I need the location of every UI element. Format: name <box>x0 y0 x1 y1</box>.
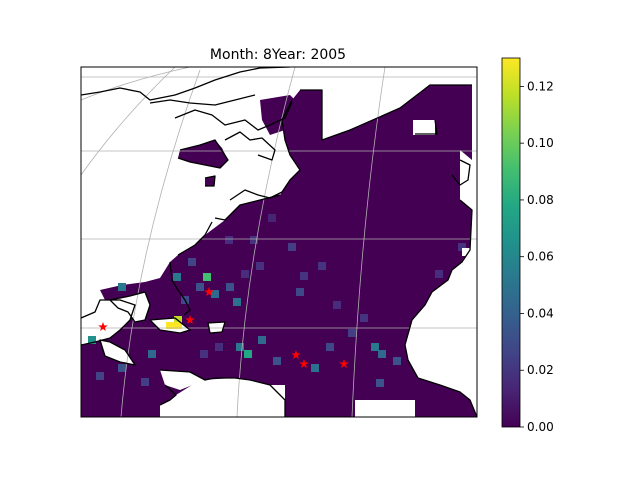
colorbar-tick-label: 0.00 <box>527 420 554 434</box>
coastlines <box>81 67 477 417</box>
storm-marker <box>299 359 309 368</box>
colorbar-tick-label: 0.06 <box>527 250 554 264</box>
storm-markers <box>98 287 349 368</box>
colorbar-tick-label: 0.02 <box>527 363 554 377</box>
map-frame <box>80 66 478 418</box>
colorbar-tick-label: 0.04 <box>527 306 554 320</box>
storm-marker <box>98 322 108 331</box>
storm-marker <box>339 359 349 368</box>
map-title: Month: 8Year: 2005 <box>210 47 346 63</box>
storm-marker <box>204 287 214 296</box>
colorbar-tick-label: 0.10 <box>527 136 554 150</box>
colorbar-tick-label: 0.12 <box>527 79 554 93</box>
colorbar-gradient <box>501 57 521 428</box>
colorbar-tick-label: 0.08 <box>527 193 554 207</box>
ocean-data-field <box>81 85 477 417</box>
data-cells <box>88 214 466 387</box>
storm-marker <box>185 315 195 324</box>
colorbar-ticks: 0.00 0.02 0.04 0.06 0.08 0.10 0.12 <box>520 79 554 434</box>
graticule <box>81 67 477 417</box>
map-area <box>81 67 477 417</box>
storm-marker <box>291 350 301 359</box>
colorbar: 0.00 0.02 0.04 0.06 0.08 0.10 0.12 <box>501 57 554 434</box>
